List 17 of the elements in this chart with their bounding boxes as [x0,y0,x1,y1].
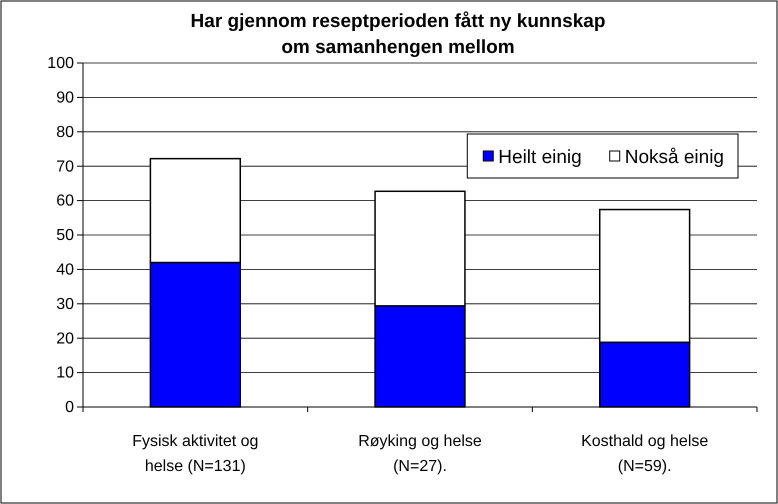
y-tick-label: 10 [56,364,74,382]
y-tick-label: 90 [56,90,74,107]
y-tick-label: 0 [65,399,74,416]
x-tick-label: Kosthald og helse (N=59). [581,433,708,475]
y-tick-label: 40 [56,262,74,279]
y-tick-label: 20 [56,330,74,348]
legend-label: Heilt einig [498,147,582,168]
x-tick-label: Fysisk aktivitet og helse (N=131) [132,433,258,475]
y-tick-label: 50 [56,227,74,244]
y-tick-label: 30 [56,296,74,313]
y-tick-label: 60 [56,192,74,210]
y-tick-label: 80 [56,124,74,141]
legend-label: Nokså einig [624,147,724,168]
x-tick-label: Røyking og helse (N=27). [358,433,482,475]
y-tick-label: 100 [47,55,74,72]
chart-title: Har gjennom reseptperioden fått ny kunnskap om samanhengen mellom [190,11,606,58]
y-tick-label: 70 [56,158,74,176]
